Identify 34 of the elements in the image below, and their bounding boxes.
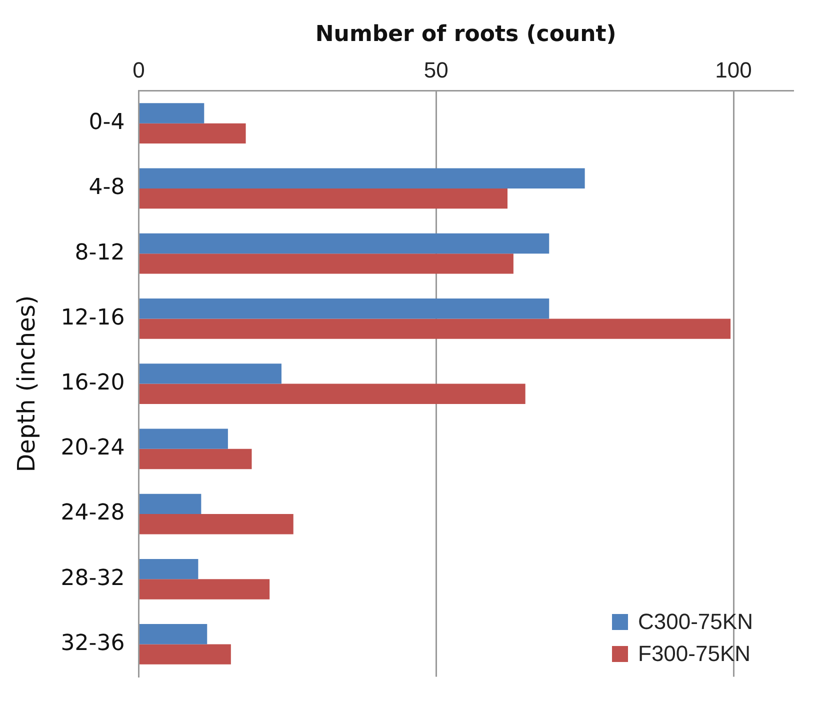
- y-axis-title: Depth (inches): [12, 295, 41, 472]
- y-tick-label: 32-36: [60, 630, 125, 656]
- legend-label: F300-75KN: [638, 640, 751, 667]
- x-tick-label: 100: [715, 58, 752, 83]
- bar: [139, 188, 508, 209]
- y-tick-label: 24-28: [60, 500, 125, 526]
- bar: [139, 448, 252, 470]
- bar: [139, 318, 731, 339]
- bar: [139, 579, 270, 600]
- x-tick-label: 50: [424, 58, 448, 83]
- y-tick-label: 12-16: [60, 305, 125, 330]
- bar: [139, 233, 550, 254]
- bar: [139, 558, 198, 580]
- bar: [139, 624, 208, 644]
- bar: [139, 298, 550, 319]
- bar: [139, 384, 526, 404]
- y-tick-label: 0-4: [88, 110, 125, 136]
- y-tick-label: 28-32: [60, 566, 125, 591]
- bar: [139, 103, 204, 124]
- y-tick-label: 4-8: [88, 175, 125, 200]
- y-tick-label: 20-24: [60, 436, 125, 461]
- bar: [139, 123, 246, 144]
- bar: [139, 364, 282, 384]
- bar: [139, 168, 585, 188]
- bar: [139, 254, 514, 274]
- y-tick-label: 16-20: [60, 370, 125, 396]
- y-tick-label: 8-12: [74, 240, 125, 266]
- x-tick-label: 0: [132, 58, 145, 83]
- x-axis-title: Number of roots (count): [315, 22, 616, 47]
- bar: [139, 644, 231, 664]
- legend-label: C300-75KN: [638, 608, 753, 635]
- bar: [139, 514, 294, 534]
- bar: [139, 494, 202, 514]
- bar: [139, 428, 228, 449]
